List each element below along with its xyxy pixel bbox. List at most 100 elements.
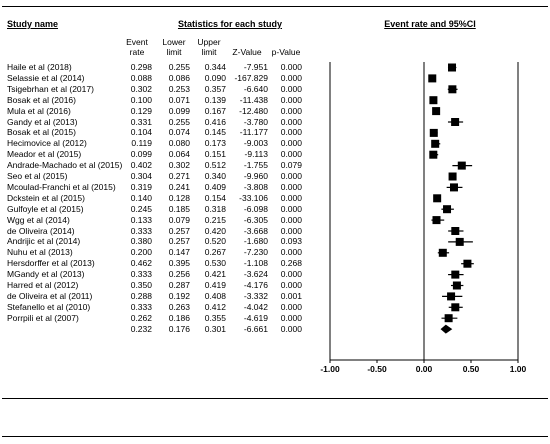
cell-er: 0.333 (130, 225, 152, 236)
cell-er: 0.319 (130, 181, 152, 192)
cell-z: -3.332 (243, 290, 268, 301)
table-row: Bosak et al (2015) 0.104 0.074 0.145 -11.177… (0, 127, 330, 138)
cell-name: Wgg et al (2014) (7, 214, 70, 225)
cell-ul: 0.301 (204, 323, 226, 334)
cell-ll: 0.302 (168, 160, 190, 171)
x-tick-label: -1.00 (320, 364, 340, 374)
table-row: Harred et al (2012) 0.350 0.287 0.419 -4.176… (0, 280, 330, 291)
cell-ll: 0.147 (168, 247, 190, 258)
cell-z: -3.624 (243, 269, 268, 280)
cell-ul: 0.154 (204, 192, 226, 203)
cell-p: 0.000 (280, 323, 302, 334)
cell-ll: 0.099 (168, 105, 190, 116)
cell-ll: 0.241 (168, 181, 190, 192)
cell-ll: 0.176 (168, 323, 190, 334)
cell-er: 0.119 (131, 138, 152, 149)
table-row: Seo et al (2015) 0.304 0.271 0.340 -9.960 0.0… (0, 171, 330, 182)
cell-p: 0.000 (280, 312, 302, 323)
table-row: Meador et al (2015) 0.099 0.064 0.151 -9.113… (0, 149, 330, 160)
cell-ll: 0.071 (168, 94, 190, 105)
cell-ll: 0.395 (168, 258, 190, 269)
plot-title: Event rate and 95%CI (384, 19, 476, 29)
cell-z: -7.951 (243, 62, 268, 72)
cell-z: -1.680 (243, 236, 268, 247)
study-marker (431, 139, 440, 148)
cell-ll: 0.185 (168, 203, 190, 214)
cell-ul: 0.355 (204, 312, 226, 323)
cell-z: -7.230 (243, 247, 268, 258)
cell-z: -11.438 (239, 94, 268, 105)
cell-name: Gandy et al (2013) (7, 116, 78, 127)
cell-name: de Oliveira (2014) (7, 225, 75, 236)
pooled-row: 0.232 0.176 0.301 -6.661 0.000 (0, 324, 330, 335)
cell-z: -12.480 (239, 105, 268, 116)
cell-z: -1.108 (243, 258, 268, 269)
table-row: Tsigebrhan et al (2017) 0.302 0.253 0.357 -6… (0, 84, 330, 95)
cell-er: 0.245 (130, 203, 152, 214)
cell-name: Andrijic et al (2014) (7, 236, 81, 247)
cell-ll: 0.074 (168, 127, 190, 138)
study-marker (448, 63, 457, 72)
study-marker (463, 259, 472, 268)
cell-ul: 0.520 (204, 236, 226, 247)
cell-p: 0.000 (280, 94, 302, 105)
cell-p: 0.000 (280, 72, 302, 83)
cell-ul: 0.512 (204, 160, 226, 171)
cell-er: 0.104 (130, 127, 152, 138)
cell-ul: 0.419 (204, 280, 226, 290)
cell-ll: 0.079 (168, 214, 190, 225)
study-marker (432, 107, 441, 116)
cell-ul: 0.340 (204, 171, 226, 181)
cell-ul: 0.357 (204, 83, 226, 94)
study-marker (443, 205, 452, 214)
study-marker (451, 270, 460, 279)
table-row: Mula et al (2016) 0.129 0.099 0.167 -12.480 0… (0, 106, 330, 117)
study-marker (429, 96, 438, 105)
table-row: de Oliveira et al (2011) 0.288 0.192 0.408 -… (0, 291, 330, 302)
cell-z: -3.780 (243, 116, 268, 127)
cell-z: -6.098 (243, 203, 268, 214)
cell-name: Tsigebrhan et al (2017) (7, 83, 94, 94)
bottom-rule (2, 436, 548, 437)
table-row: Wgg et al (2014) 0.133 0.079 0.215 -6.305 0.0… (0, 215, 330, 226)
cell-er: 0.331 (130, 116, 152, 127)
cell-p: 0.000 (280, 203, 302, 214)
col-lower-limit-2: limit (166, 47, 182, 57)
table-row: Hersdorffer et al (2013) 0.462 0.395 0.530 -… (0, 258, 330, 269)
cell-ul: 0.215 (204, 214, 226, 225)
cell-name: Andrade-Machado et al (2015) (7, 160, 123, 171)
cell-ul: 0.151 (204, 149, 226, 160)
cell-p: 0.079 (280, 160, 302, 171)
cell-p: 0.000 (280, 214, 302, 225)
col-z-value: Z-Value (232, 47, 262, 57)
cell-p: 0.000 (280, 181, 302, 192)
cell-ul: 0.420 (204, 225, 226, 236)
cell-ul: 0.173 (204, 138, 226, 149)
cell-z: -1.755 (243, 160, 268, 171)
cell-p: 0.001 (280, 290, 302, 301)
table-row: Nuhu et al (2013) 0.200 0.147 0.267 -7.230 0.… (0, 247, 330, 258)
cell-er: 0.298 (130, 62, 152, 72)
cell-z: -4.176 (243, 280, 268, 290)
cell-er: 0.200 (130, 247, 152, 258)
cell-z: -9.003 (243, 138, 268, 149)
col-p-value: p-Value (271, 47, 301, 57)
cell-p: 0.000 (280, 301, 302, 312)
cell-p: 0.000 (280, 280, 302, 290)
table-row: Mcoulad-Franchi et al (2015) 0.319 0.241 0.… (0, 182, 330, 193)
col-lower-limit-1: Lower (162, 37, 186, 47)
cell-ul: 0.145 (204, 127, 226, 138)
cell-er: 0.333 (130, 269, 152, 280)
cell-name: Mcoulad-Franchi et al (2015) (7, 181, 116, 192)
cell-p: 0.268 (280, 258, 302, 269)
cell-ll: 0.287 (168, 280, 190, 290)
cell-p: 0.000 (280, 149, 302, 160)
study-marker (444, 314, 453, 323)
cell-ul: 0.416 (204, 116, 226, 127)
cell-ll: 0.255 (168, 62, 190, 72)
cell-name: Haile et al (2018) (7, 62, 72, 72)
cell-p: 0.000 (280, 127, 302, 138)
cell-er: 0.262 (130, 312, 152, 323)
cell-name: Bosak et al (2016) (7, 94, 76, 105)
